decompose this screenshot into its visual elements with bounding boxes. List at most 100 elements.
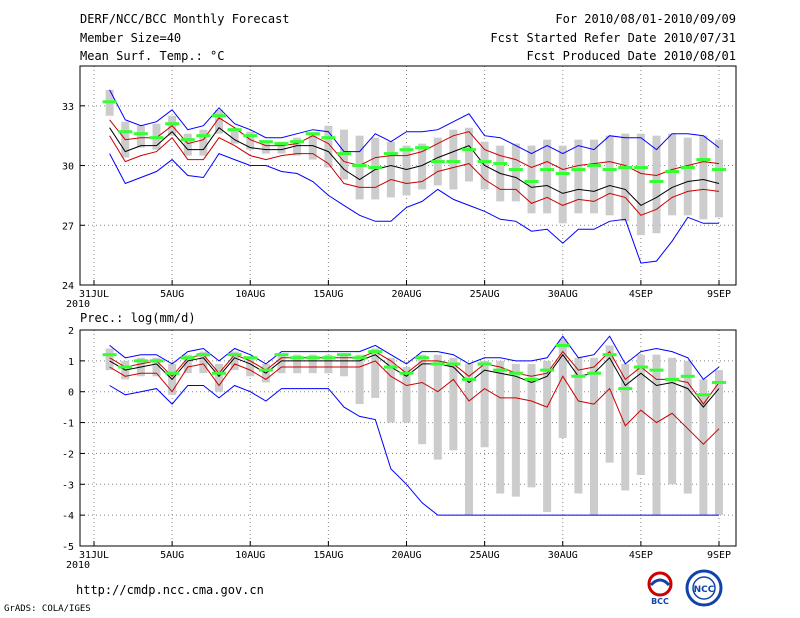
forecast-period: For 2010/08/01-2010/09/09 — [555, 12, 736, 26]
footer-url[interactable]: http://cmdp.ncc.cma.gov.cn — [76, 583, 264, 597]
temp-spread-bar — [261, 141, 270, 154]
prec-spread-bar — [152, 357, 161, 377]
temp-spread-bar — [621, 133, 630, 222]
prec-obs-marker — [508, 371, 523, 375]
prec-obs-marker — [399, 371, 414, 375]
prec-ytick-label: 0 — [68, 388, 74, 399]
temp-obs-marker — [540, 168, 555, 172]
prec-spread-bar — [402, 367, 411, 423]
prec-xtick-label: 9SEP — [707, 550, 731, 561]
prec-obs-marker — [415, 356, 430, 360]
temp-obs-marker — [665, 170, 680, 174]
temp-obs-marker — [352, 164, 367, 168]
temp-obs-marker — [274, 142, 289, 146]
prec-spread-bar — [418, 354, 427, 445]
prec-spread-bar — [371, 348, 380, 398]
prec-obs-marker — [258, 368, 273, 372]
prec-obs-marker — [337, 353, 351, 357]
prec-spread-bar — [558, 339, 567, 438]
temp-spread-bar — [230, 127, 239, 144]
temp-obs-marker — [337, 152, 351, 156]
prec-spread-bar — [199, 351, 208, 374]
temp-upper-spread-line — [109, 117, 720, 177]
prec-spread-bar — [246, 357, 255, 377]
prec-ytick-label: -4 — [62, 511, 74, 522]
prec-obs-marker — [493, 368, 508, 372]
temp-obs-marker — [399, 148, 414, 152]
temp-spread-bar — [558, 145, 567, 224]
prec-obs-marker — [118, 365, 133, 369]
temp-obs-marker — [165, 122, 180, 126]
prec-min-line — [109, 384, 719, 516]
temp-ytick-label: 24 — [62, 281, 74, 292]
temp-spread-bar — [543, 139, 552, 214]
prec-obs-marker — [368, 350, 383, 354]
prec-spread-bar — [433, 354, 442, 460]
prec-obs-marker — [665, 377, 680, 381]
temp-obs-marker — [430, 160, 445, 164]
prec-obs-marker — [430, 362, 445, 366]
temp-spread-bar — [215, 109, 223, 134]
temp-obs-marker — [258, 140, 273, 144]
temp-spread-bar — [683, 137, 692, 216]
prec-spread-bar — [355, 354, 364, 405]
temp-spread-bar — [699, 135, 708, 220]
temp-xtick-label: 9SEP — [707, 289, 731, 300]
temp-obs-marker — [149, 136, 164, 140]
prec-spread-bar — [277, 354, 286, 374]
prec-obs-marker — [446, 362, 461, 366]
prec-spread-bar — [699, 379, 708, 516]
prec-obs-marker — [633, 365, 648, 369]
prec-xtick-label: 15AUG — [313, 550, 343, 561]
prec-obs-marker — [102, 353, 117, 357]
temp-xtick-label: 20AUG — [391, 289, 421, 300]
temp-spread-bar — [277, 141, 286, 154]
prec-obs-marker — [618, 387, 633, 391]
temp-max-line — [109, 89, 720, 155]
prec-xtick-label: 31JUL — [79, 550, 109, 561]
prec-obs-marker — [305, 356, 320, 360]
prec-obs-marker — [555, 343, 570, 347]
temp-panel-title: Mean Surf. Temp.: °C — [80, 49, 225, 63]
prec-spread-bar — [511, 363, 520, 497]
prec-obs-marker — [180, 356, 195, 360]
ncc-logo-text: NCC — [694, 585, 715, 595]
prec-xtick-label: 25AUG — [470, 550, 500, 561]
prec-spread-bar — [683, 360, 692, 494]
prec-obs-marker — [352, 356, 367, 360]
prec-obs-marker — [243, 356, 258, 360]
prec-spread-bar — [105, 348, 114, 371]
temp-obs-marker — [524, 179, 539, 183]
temp-spread-bar — [386, 141, 395, 198]
prec-ens-mean-line — [109, 353, 720, 408]
prec-plot-frame — [79, 329, 737, 547]
prec-upper-spread-line — [109, 350, 720, 405]
temp-obs-marker — [446, 160, 461, 164]
temp-obs-marker — [212, 114, 226, 118]
temp-obs-marker — [508, 168, 523, 172]
temp-obs-marker — [227, 128, 242, 132]
temp-spread-bar — [668, 133, 677, 216]
prec-xtick-label: 4SEP — [629, 550, 653, 561]
temp-spread-bar — [511, 143, 520, 202]
temp-obs-marker — [618, 166, 633, 170]
temp-spread-bar — [574, 139, 583, 214]
prec-obs-marker — [212, 371, 226, 375]
prec-spread-bar — [636, 354, 645, 476]
prec-xtick-label: 5AUG — [160, 550, 184, 561]
prec-spread-bar — [496, 360, 505, 494]
prec-obs-marker — [696, 393, 711, 397]
temp-spread-bar — [527, 145, 536, 214]
temp-ytick-label: 27 — [62, 221, 74, 232]
prec-ytick-label: -2 — [62, 449, 74, 460]
temp-obs-marker — [680, 166, 695, 170]
temp-obs-marker — [305, 132, 320, 136]
prec-spread-bar — [340, 354, 348, 377]
temp-spread-bar — [590, 139, 598, 214]
temp-spread-bar — [715, 139, 723, 218]
prec-spread-bar — [652, 354, 661, 516]
temp-spread-bar — [465, 127, 473, 182]
temp-ytick-label: 33 — [62, 102, 74, 113]
prec-obs-marker — [133, 359, 148, 363]
